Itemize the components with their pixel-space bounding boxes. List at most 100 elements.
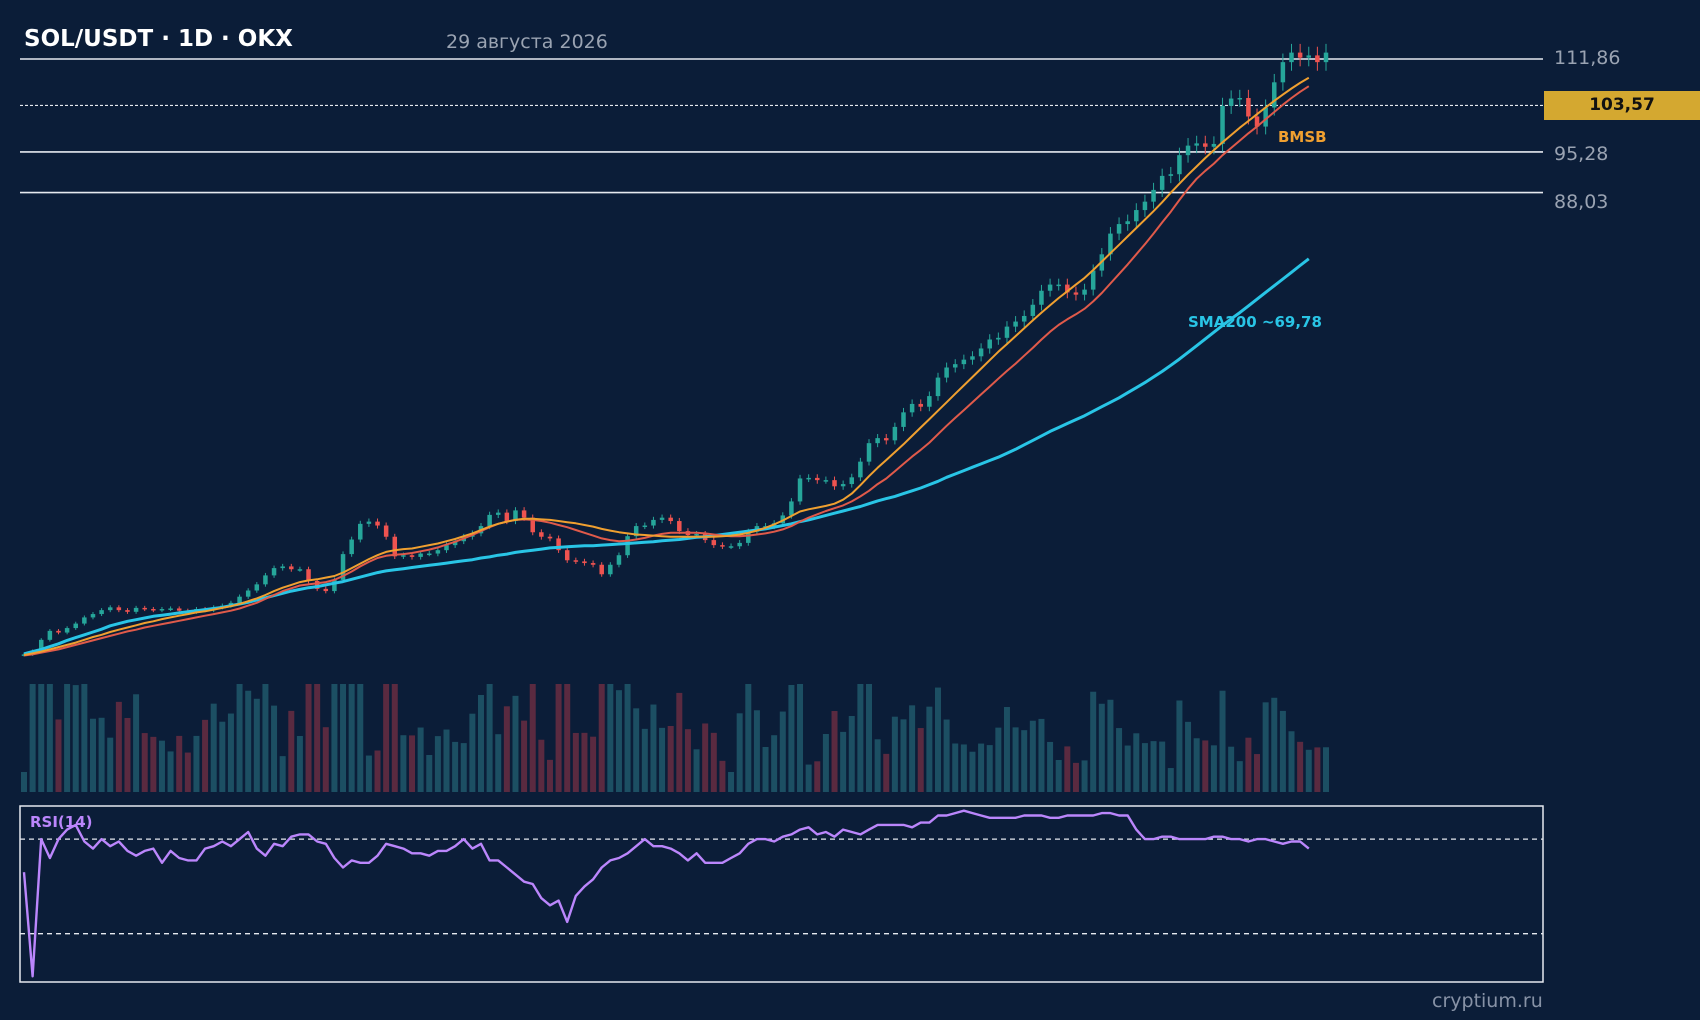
candle-body [1125,221,1130,225]
candle-body [1073,292,1079,295]
candle-body [1306,55,1312,58]
candle-body [383,525,389,537]
candle-body [116,607,122,611]
candle-body [564,550,570,561]
candle-body [1159,175,1165,190]
candle-body [1177,155,1182,175]
volume-bar [150,736,157,792]
volume-bar [633,708,640,792]
volume-bar [348,684,355,792]
volume-bar [598,684,605,792]
candle-body [608,564,613,575]
candle-body [1272,82,1277,108]
volume-bar [1064,746,1071,792]
candle-body [427,553,432,556]
candle-body [1194,143,1199,146]
volume-bar [227,713,234,792]
candle-body [82,617,87,624]
candle-body [375,521,380,526]
volume-bar [676,692,683,792]
volume-bar [1159,741,1166,792]
candle-body [1108,233,1113,255]
volume-bar [296,736,303,792]
candle-body [961,359,967,365]
candle-body [789,501,794,516]
volume-bar [659,727,666,792]
candle-body [694,533,699,536]
candle-body [521,510,527,518]
candle-body [1297,52,1303,58]
candle-body [1289,52,1294,63]
candle-body [806,477,811,480]
volume-bar [81,684,88,792]
candle-body [90,614,96,618]
volume-bar [1185,721,1192,792]
volume-bar [64,684,71,792]
volume-bar [55,719,62,792]
candle-body [237,596,242,603]
candle-body [401,555,406,557]
volume-bar [917,728,924,792]
volume-bar [848,716,855,792]
volume-bar [771,735,778,792]
volume-bar [1012,727,1019,792]
volume-bar [702,723,709,792]
volume-bar [340,684,347,792]
volume-bar [615,690,622,792]
candle-body [306,569,311,581]
volume-bar [141,733,148,792]
volume-bar [607,684,614,792]
volume-bar [1003,707,1010,792]
candle-body [151,609,156,611]
candle-body [797,478,803,502]
volume-bar [219,721,226,792]
candle-body [840,484,846,487]
volume-bar [400,735,407,792]
volume-bar [1305,749,1312,792]
volume-bar [443,729,450,792]
candle-body [99,610,104,615]
candle-body [1203,143,1208,147]
bmsb-sma-line [23,76,1310,656]
volume-bar [322,727,329,792]
candle-body [1220,105,1225,144]
volume-bar [874,739,881,792]
volume-bar [1236,761,1243,792]
candle-body [625,536,630,556]
volume-bar [814,761,821,792]
volume-bar [1055,760,1062,792]
last-price-tag: 103,57 [1544,91,1700,120]
volume-bar [943,719,950,792]
volume-bar [590,736,597,792]
volume-bar [555,684,562,792]
volume-bar [89,718,96,792]
candle-body [590,563,596,565]
volume-bar [797,684,804,792]
volume-bar [736,713,743,792]
volume-bar [883,753,890,792]
volume-bar [1176,700,1183,792]
candle-body [918,403,923,407]
volume-bar [986,745,993,792]
volume-bar [1288,731,1295,792]
candle-body [1021,315,1027,322]
volume-bar [1219,690,1226,792]
candle-body [539,532,544,537]
volume-bar [1072,762,1079,792]
volume-bar [426,755,433,792]
candle-body [159,609,165,611]
volume-bar [1228,746,1235,792]
volume-bar [184,752,191,792]
volume-bar [512,695,519,792]
candle-body [392,536,398,557]
candle-body [1082,289,1087,295]
volume-bar [305,684,312,792]
volume-bar [926,706,933,792]
candle-body [418,553,423,557]
volume-bar [417,727,424,792]
candle-body [271,568,277,576]
volume-bar [805,764,812,792]
candle-body [996,337,1001,340]
volume-bar [1210,745,1217,792]
